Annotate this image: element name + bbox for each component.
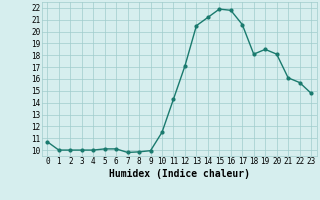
X-axis label: Humidex (Indice chaleur): Humidex (Indice chaleur) — [109, 169, 250, 179]
